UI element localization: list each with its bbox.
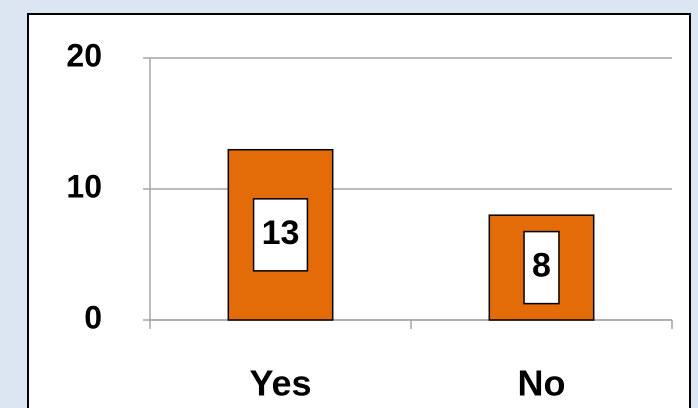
- y-tick-label: 20: [66, 37, 102, 73]
- data-label: 13: [262, 214, 300, 252]
- y-tick-label: 0: [84, 299, 102, 335]
- data-label-box: [252, 198, 309, 272]
- chart-frame: [27, 13, 691, 408]
- y-tick-label: 10: [66, 168, 102, 204]
- x-tick-label: Yes: [249, 363, 311, 404]
- data-label-box: [523, 230, 560, 305]
- data-label: 8: [532, 247, 551, 285]
- x-tick-label: No: [518, 363, 566, 404]
